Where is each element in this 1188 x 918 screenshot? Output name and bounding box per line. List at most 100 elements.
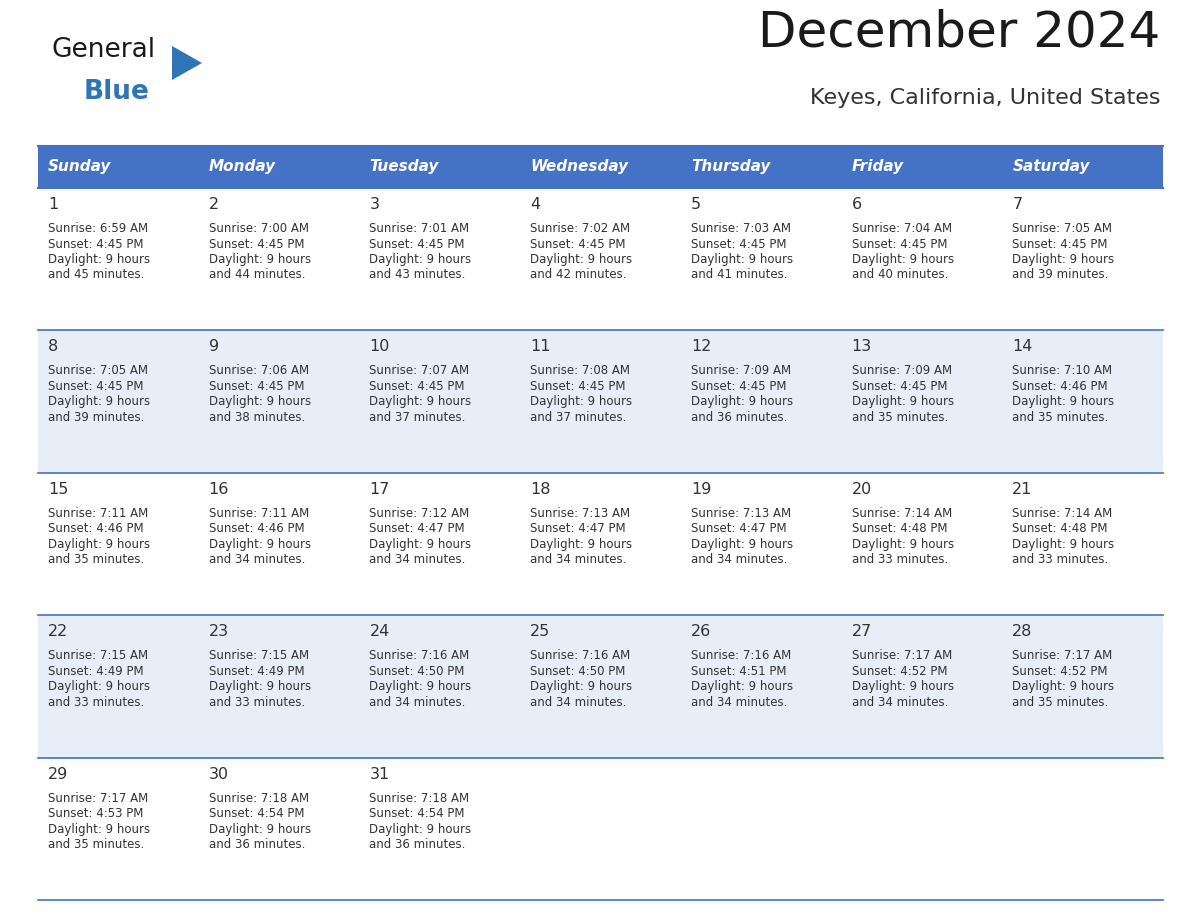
Text: Sunset: 4:45 PM: Sunset: 4:45 PM <box>1012 238 1107 251</box>
Text: Sunrise: 7:12 AM: Sunrise: 7:12 AM <box>369 507 469 520</box>
Text: and 36 minutes.: and 36 minutes. <box>369 838 466 851</box>
Text: Sunset: 4:45 PM: Sunset: 4:45 PM <box>691 380 786 393</box>
Text: Daylight: 9 hours: Daylight: 9 hours <box>209 823 311 835</box>
Text: Sunrise: 7:05 AM: Sunrise: 7:05 AM <box>1012 222 1112 235</box>
Text: 14: 14 <box>1012 340 1032 354</box>
Bar <box>38 757 198 900</box>
Text: Sunset: 4:45 PM: Sunset: 4:45 PM <box>530 380 626 393</box>
Text: Sunrise: 7:10 AM: Sunrise: 7:10 AM <box>1012 364 1112 377</box>
Text: and 34 minutes.: and 34 minutes. <box>530 696 626 709</box>
Text: and 33 minutes.: and 33 minutes. <box>852 554 948 566</box>
Bar <box>198 473 360 615</box>
Bar <box>360 757 520 900</box>
Text: 4: 4 <box>530 197 541 212</box>
Text: Sunset: 4:45 PM: Sunset: 4:45 PM <box>691 238 786 251</box>
Text: Daylight: 9 hours: Daylight: 9 hours <box>852 396 954 409</box>
Text: Sunrise: 7:00 AM: Sunrise: 7:00 AM <box>209 222 309 235</box>
Text: Sunset: 4:45 PM: Sunset: 4:45 PM <box>369 238 465 251</box>
Text: Daylight: 9 hours: Daylight: 9 hours <box>1012 680 1114 693</box>
Bar <box>38 188 198 330</box>
Text: Daylight: 9 hours: Daylight: 9 hours <box>369 680 472 693</box>
Text: Sunset: 4:49 PM: Sunset: 4:49 PM <box>209 665 304 677</box>
Bar <box>198 330 360 473</box>
Text: Daylight: 9 hours: Daylight: 9 hours <box>691 538 792 551</box>
Text: Sunrise: 7:01 AM: Sunrise: 7:01 AM <box>369 222 469 235</box>
Bar <box>520 473 681 615</box>
Text: and 33 minutes.: and 33 minutes. <box>209 696 305 709</box>
Bar <box>520 757 681 900</box>
Text: Sunset: 4:49 PM: Sunset: 4:49 PM <box>48 665 144 677</box>
Text: 3: 3 <box>369 197 379 212</box>
Text: Daylight: 9 hours: Daylight: 9 hours <box>691 680 792 693</box>
Text: Sunset: 4:45 PM: Sunset: 4:45 PM <box>852 380 947 393</box>
Text: Sunrise: 7:16 AM: Sunrise: 7:16 AM <box>691 649 791 662</box>
Text: Sunrise: 7:06 AM: Sunrise: 7:06 AM <box>209 364 309 377</box>
Text: Sunset: 4:48 PM: Sunset: 4:48 PM <box>1012 522 1107 535</box>
Text: Daylight: 9 hours: Daylight: 9 hours <box>369 538 472 551</box>
Text: Wednesday: Wednesday <box>530 160 628 174</box>
Text: Sunrise: 7:11 AM: Sunrise: 7:11 AM <box>48 507 148 520</box>
Text: 6: 6 <box>852 197 861 212</box>
Text: 23: 23 <box>209 624 229 639</box>
Bar <box>1003 146 1163 188</box>
Text: 10: 10 <box>369 340 390 354</box>
Text: Sunset: 4:46 PM: Sunset: 4:46 PM <box>1012 380 1108 393</box>
Text: Sunset: 4:47 PM: Sunset: 4:47 PM <box>530 522 626 535</box>
Text: Daylight: 9 hours: Daylight: 9 hours <box>48 538 150 551</box>
Text: Sunset: 4:45 PM: Sunset: 4:45 PM <box>852 238 947 251</box>
Text: 7: 7 <box>1012 197 1023 212</box>
Text: Daylight: 9 hours: Daylight: 9 hours <box>1012 538 1114 551</box>
Text: and 34 minutes.: and 34 minutes. <box>691 696 788 709</box>
Text: 13: 13 <box>852 340 872 354</box>
Bar <box>360 188 520 330</box>
Text: and 35 minutes.: and 35 minutes. <box>852 411 948 424</box>
Text: Sunset: 4:45 PM: Sunset: 4:45 PM <box>209 380 304 393</box>
Text: Sunrise: 7:09 AM: Sunrise: 7:09 AM <box>691 364 791 377</box>
Text: Sunrise: 7:16 AM: Sunrise: 7:16 AM <box>530 649 631 662</box>
Bar <box>360 615 520 757</box>
Text: 30: 30 <box>209 767 229 781</box>
Text: and 39 minutes.: and 39 minutes. <box>1012 268 1108 282</box>
Text: 27: 27 <box>852 624 872 639</box>
Text: Sunrise: 7:05 AM: Sunrise: 7:05 AM <box>48 364 148 377</box>
Text: Daylight: 9 hours: Daylight: 9 hours <box>852 680 954 693</box>
Text: Daylight: 9 hours: Daylight: 9 hours <box>530 538 632 551</box>
Bar <box>520 330 681 473</box>
Text: Sunset: 4:45 PM: Sunset: 4:45 PM <box>48 380 144 393</box>
Text: 31: 31 <box>369 767 390 781</box>
Text: and 34 minutes.: and 34 minutes. <box>369 696 466 709</box>
Text: and 37 minutes.: and 37 minutes. <box>530 411 626 424</box>
Text: Daylight: 9 hours: Daylight: 9 hours <box>369 396 472 409</box>
Text: 18: 18 <box>530 482 551 497</box>
Bar <box>520 188 681 330</box>
Bar <box>681 473 841 615</box>
Bar <box>198 188 360 330</box>
Text: Sunrise: 7:14 AM: Sunrise: 7:14 AM <box>1012 507 1112 520</box>
Text: Daylight: 9 hours: Daylight: 9 hours <box>369 253 472 266</box>
Bar <box>841 330 1003 473</box>
Text: and 33 minutes.: and 33 minutes. <box>48 696 144 709</box>
Text: Sunrise: 7:14 AM: Sunrise: 7:14 AM <box>852 507 952 520</box>
Text: Sunrise: 7:18 AM: Sunrise: 7:18 AM <box>369 791 469 804</box>
Bar <box>38 473 198 615</box>
Bar <box>1003 188 1163 330</box>
Text: Daylight: 9 hours: Daylight: 9 hours <box>1012 396 1114 409</box>
Text: 2: 2 <box>209 197 219 212</box>
Text: 1: 1 <box>48 197 58 212</box>
Bar <box>681 188 841 330</box>
Text: Daylight: 9 hours: Daylight: 9 hours <box>209 253 311 266</box>
Text: 20: 20 <box>852 482 872 497</box>
Text: and 34 minutes.: and 34 minutes. <box>369 554 466 566</box>
Text: Sunset: 4:52 PM: Sunset: 4:52 PM <box>852 665 947 677</box>
Bar <box>841 188 1003 330</box>
Bar <box>360 146 520 188</box>
Text: Tuesday: Tuesday <box>369 160 438 174</box>
Bar <box>198 146 360 188</box>
Text: Sunset: 4:52 PM: Sunset: 4:52 PM <box>1012 665 1107 677</box>
Text: Daylight: 9 hours: Daylight: 9 hours <box>209 680 311 693</box>
Text: Daylight: 9 hours: Daylight: 9 hours <box>852 253 954 266</box>
Text: Sunrise: 7:09 AM: Sunrise: 7:09 AM <box>852 364 952 377</box>
Text: and 33 minutes.: and 33 minutes. <box>1012 554 1108 566</box>
Bar <box>1003 757 1163 900</box>
Text: and 35 minutes.: and 35 minutes. <box>1012 696 1108 709</box>
